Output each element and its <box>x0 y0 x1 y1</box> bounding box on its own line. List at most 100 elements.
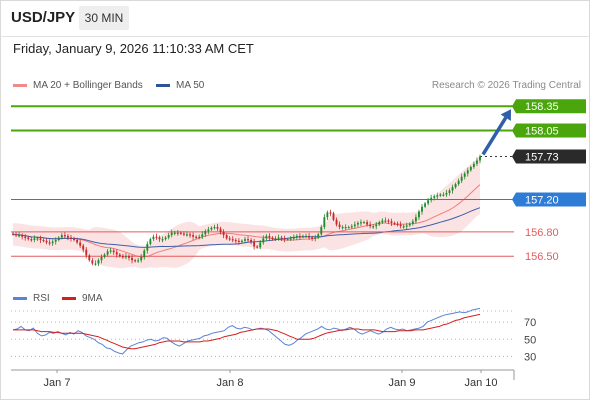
candle <box>338 224 341 228</box>
candle <box>39 238 42 240</box>
candle <box>302 235 304 238</box>
candle <box>21 235 24 237</box>
candle <box>173 232 176 234</box>
legend-ma50-label: MA 50 <box>176 80 205 91</box>
candle <box>329 212 332 214</box>
candle <box>240 240 243 242</box>
legend-rsi: RSI <box>13 293 50 304</box>
candle <box>298 235 301 238</box>
price-panel[interactable]: 158.35 158.05 157.73 157.20 156.80 156.50 <box>11 99 586 269</box>
candle <box>295 235 298 238</box>
forecast-arrow-head <box>500 109 511 121</box>
candle <box>347 227 350 229</box>
ma20-line <box>12 184 481 258</box>
candle <box>51 241 54 244</box>
candle <box>469 167 472 171</box>
level-tag-current <box>512 149 586 164</box>
candle <box>170 232 173 236</box>
candle <box>289 238 292 240</box>
candle <box>234 239 237 242</box>
time-axis-label: Jan 8 <box>217 377 244 389</box>
candle <box>405 225 408 227</box>
candle <box>268 235 271 238</box>
level-label-resistance: 158.05 <box>525 126 559 138</box>
candle <box>421 206 423 212</box>
candle <box>250 239 253 242</box>
rsi-tick-label: 70 <box>524 317 536 329</box>
ma50-swatch <box>156 83 170 87</box>
candle <box>219 228 222 232</box>
symbol-label: USD/JPY <box>11 9 76 26</box>
rsi-ma-line <box>13 313 481 350</box>
candle <box>112 250 115 253</box>
candle <box>402 226 405 228</box>
candle <box>222 231 225 236</box>
candle <box>109 250 112 252</box>
candle <box>353 224 356 227</box>
credit-text: Research © 2026 Trading Central <box>431 80 581 91</box>
candle <box>277 237 280 239</box>
candle <box>231 239 234 241</box>
candle <box>48 242 51 244</box>
candle <box>225 235 228 239</box>
candle <box>244 239 246 241</box>
candle <box>161 239 164 241</box>
ma50-line <box>12 207 481 248</box>
candle <box>27 237 30 240</box>
rsi-tick-label: 50 <box>524 334 536 346</box>
timeframe-button[interactable]: 30 MIN <box>79 6 129 30</box>
candle <box>414 217 417 222</box>
candle <box>45 240 48 243</box>
candle <box>390 221 393 223</box>
candle <box>396 223 399 225</box>
time-axis-label: Jan 7 <box>44 377 71 389</box>
candle <box>356 222 359 225</box>
level-tag-resistance <box>512 99 586 114</box>
level-label-support: 156.80 <box>525 227 559 239</box>
candle <box>91 260 94 264</box>
candle <box>18 235 21 237</box>
candle <box>451 187 454 191</box>
legend-ma20-label: MA 20 + Bollinger Bands <box>33 80 143 91</box>
rsi-ma-swatch <box>62 296 76 300</box>
candle <box>131 257 133 261</box>
candle <box>189 234 191 236</box>
candle <box>152 236 155 240</box>
candle <box>176 232 179 234</box>
candle <box>448 190 451 193</box>
candle <box>442 194 445 196</box>
legend-rsi-ma-label: 9MA <box>82 293 103 304</box>
time-axis-label: Jan 10 <box>464 377 497 389</box>
candle <box>424 203 427 207</box>
candle <box>350 226 353 228</box>
candle <box>445 192 448 195</box>
candle <box>271 237 274 240</box>
rsi-panel[interactable]: 70 50 30 <box>11 307 536 363</box>
candle <box>247 239 249 241</box>
candle <box>399 224 402 227</box>
candle <box>33 238 36 240</box>
candle <box>207 229 210 232</box>
level-label-support: 156.50 <box>525 251 559 263</box>
candle <box>305 235 307 238</box>
candle <box>320 227 323 235</box>
candle <box>100 257 103 261</box>
datetime-label: Friday, January 9, 2026 11:10:33 AM CET <box>13 41 254 56</box>
candle <box>274 238 277 240</box>
candle <box>66 235 69 238</box>
candle <box>360 222 362 224</box>
candle <box>134 260 137 262</box>
candle <box>317 234 320 238</box>
candle <box>237 240 240 242</box>
candle <box>439 194 442 196</box>
candle <box>457 180 460 185</box>
legend-rsi-ma: 9MA <box>62 293 103 304</box>
candle <box>454 184 457 188</box>
candle <box>314 237 317 239</box>
candle <box>332 213 335 220</box>
candle <box>283 238 286 240</box>
candle <box>60 235 63 238</box>
candle <box>375 224 378 227</box>
candle <box>372 226 375 228</box>
